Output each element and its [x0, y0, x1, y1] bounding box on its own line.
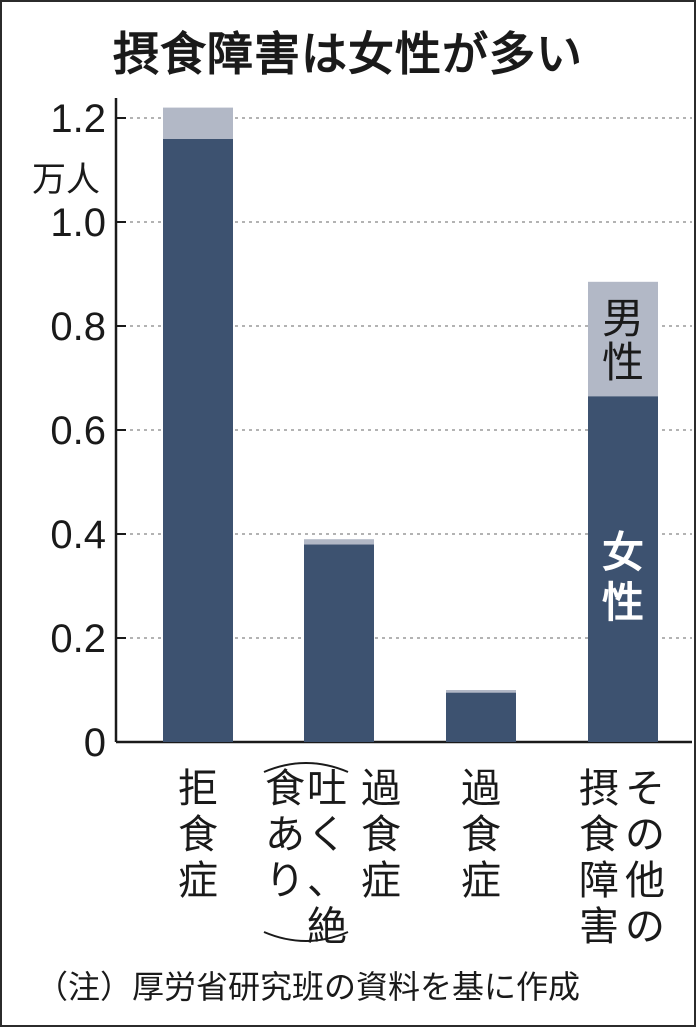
category-sublabel: 吐 [307, 766, 347, 812]
category-label: そ [625, 766, 665, 812]
category-label: 症 [178, 858, 218, 904]
category-sublabel: 絶 [307, 904, 347, 950]
category-label: 食 [461, 812, 501, 858]
bar-segment-female [304, 544, 374, 742]
category-label: 害 [579, 904, 619, 950]
category-label: 他 [625, 858, 665, 904]
y-tick-label: 1.0 [50, 201, 106, 245]
y-tick-label: 0 [84, 721, 106, 765]
category-label: の [625, 904, 665, 950]
category-label: 障 [579, 858, 619, 904]
bar-segment-female [588, 396, 658, 742]
paren-open [263, 762, 349, 773]
category-sublabel: あ [265, 812, 305, 858]
category-label: 症 [361, 858, 401, 904]
source-note: （注）厚労省研究班の資料を基に作成 [36, 968, 581, 1006]
category-label: 過 [461, 766, 501, 812]
category-sublabel: 、 [307, 858, 347, 904]
y-tick-label: 1.2 [50, 97, 106, 141]
category-label: 食 [178, 812, 218, 858]
category-sublabel: り [265, 858, 305, 904]
category-sublabel: く [307, 812, 347, 858]
category-sublabel: 食 [265, 766, 305, 812]
bar-segment-male [446, 690, 516, 693]
category-label: 症 [461, 858, 501, 904]
category-label: 食 [579, 812, 619, 858]
bar-segment-female [163, 138, 233, 743]
category-label: 拒 [178, 766, 218, 812]
y-tick-label: 0.4 [50, 513, 106, 557]
bar-segment-male [304, 539, 374, 545]
bar-segment-male [163, 107, 233, 139]
y-tick-label: 0.8 [50, 305, 106, 349]
category-label: 過 [361, 766, 401, 812]
bar-segment-female [446, 692, 516, 742]
y-axis-unit-label: 万人 [32, 160, 100, 200]
paren-close [263, 931, 349, 942]
category-label: の [625, 812, 665, 858]
y-tick-label: 0.6 [50, 409, 106, 453]
category-label: 摂 [579, 766, 619, 812]
legend-label-female: 女 [602, 528, 644, 577]
chart-title: 摂食障害は女性が多い [113, 27, 583, 81]
y-tick-label: 0.2 [50, 617, 106, 661]
legend-label-male: 性 [602, 338, 644, 387]
category-label: 食 [361, 812, 401, 858]
bar-segment-male [588, 281, 658, 397]
legend-label-female: 性 [602, 578, 644, 627]
legend-label-male: 男 [602, 294, 644, 343]
